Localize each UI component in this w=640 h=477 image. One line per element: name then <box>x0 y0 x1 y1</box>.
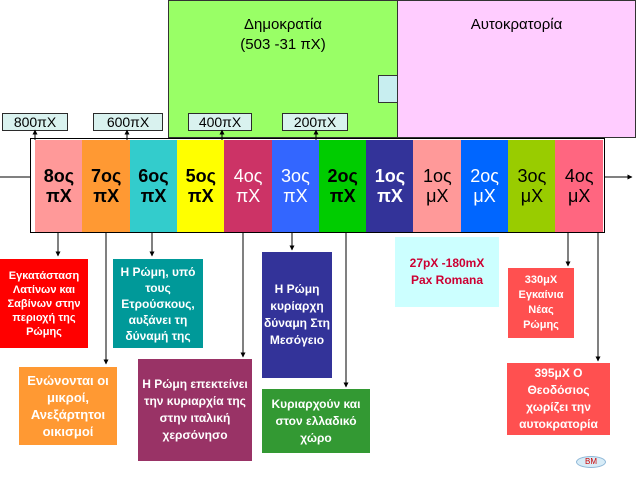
century-number: 1ος <box>422 166 452 186</box>
century-number: 4ος <box>233 166 263 186</box>
event-settlements-unite: Ενώνονται οι μικροί, Ανεξάρτητοι οικισμο… <box>19 367 117 445</box>
century-cell-8: 1ος πΧ <box>366 140 414 232</box>
year-label-200bc: 200πΧ <box>282 113 348 131</box>
century-number: 5ος <box>185 166 216 186</box>
century-cell-10: 2ος μΧ <box>460 140 509 232</box>
event-mediterranean-power: Η Ρώμη κυρίαρχη δύναμη Στη Μεσόγειο <box>262 252 332 378</box>
century-number: 6ος <box>138 166 169 186</box>
century-number: 8ος <box>43 166 75 186</box>
century-number: 3ος <box>517 166 547 186</box>
century-era: πΧ <box>140 186 167 206</box>
century-era: μΧ <box>568 186 591 206</box>
century-era: μΧ <box>473 186 496 206</box>
event-new-rome: 330μΧ Εγκαίνια Νέας Ρώμης <box>508 268 574 338</box>
republic-era-dates: (503 -31 πΧ) <box>240 36 326 53</box>
century-cell-4: 5ος πΧ <box>176 140 225 232</box>
century-era: πΧ <box>329 186 356 206</box>
empire-era-title: Αυτοκρατορία <box>470 16 563 33</box>
century-number: 4ος <box>564 166 594 186</box>
republic-era-title: Δημοκρατία <box>244 16 322 33</box>
century-era: πΧ <box>46 186 72 206</box>
era-connector-block <box>378 75 398 103</box>
century-number: 7ος <box>91 166 122 186</box>
century-cell-5: 4ος πΧ <box>224 140 272 232</box>
century-cell-6: 3ος πΧ <box>271 140 320 232</box>
event-latin-settlement: Εγκατάσταση Λατίνων και Σαβίνων στην περ… <box>0 259 88 348</box>
century-era: πΧ <box>93 186 120 206</box>
century-era: πΧ <box>187 186 214 206</box>
century-number: 1ος <box>374 166 406 186</box>
empire-era-block: Αυτοκρατορία <box>397 0 636 138</box>
century-number: 2ος <box>470 166 499 186</box>
event-italian-expansion: Η Ρώμη επεκτείνει την κυριαρχία της στην… <box>138 359 252 461</box>
event-pax-romana: 27pΧ -180mΧ Pax Romana <box>395 237 499 307</box>
author-badge: BM <box>576 456 606 468</box>
century-cell-11: 3ος μΧ <box>508 140 556 232</box>
century-cell-3: 6ος πΧ <box>129 140 178 232</box>
year-label-400bc: 400πΧ <box>188 113 252 131</box>
century-number: 2ος <box>327 166 358 186</box>
year-label-800bc: 800πΧ <box>2 113 68 131</box>
century-cell-1: 8ος πΧ <box>35 140 83 232</box>
century-cell-9: 1ος μΧ <box>413 140 462 232</box>
century-cell-12: 4ος μΧ <box>555 140 604 232</box>
century-cell-7: 2ος πΧ <box>318 140 367 232</box>
century-cell-2: 7ος πΧ <box>82 140 131 232</box>
century-era: πΧ <box>283 186 308 206</box>
event-theodosius-division: 395μΧ Ο Θεοδόσιος χωρίζει την αυτοκρατορ… <box>507 363 610 435</box>
author-badge-label: BM <box>585 457 597 466</box>
century-era: μΧ <box>426 186 449 206</box>
century-number: 3ος <box>281 166 310 186</box>
event-greek-dominion: Κυριαρχούν και στον ελλαδικό χώρο <box>262 389 370 453</box>
century-era: πΧ <box>235 186 261 206</box>
century-era: μΧ <box>520 186 544 206</box>
century-era: πΧ <box>377 186 403 206</box>
event-etruscan-rule: Η Ρώμη, υπό τους Ετρούσκους, αυξάνει τη … <box>113 259 203 348</box>
